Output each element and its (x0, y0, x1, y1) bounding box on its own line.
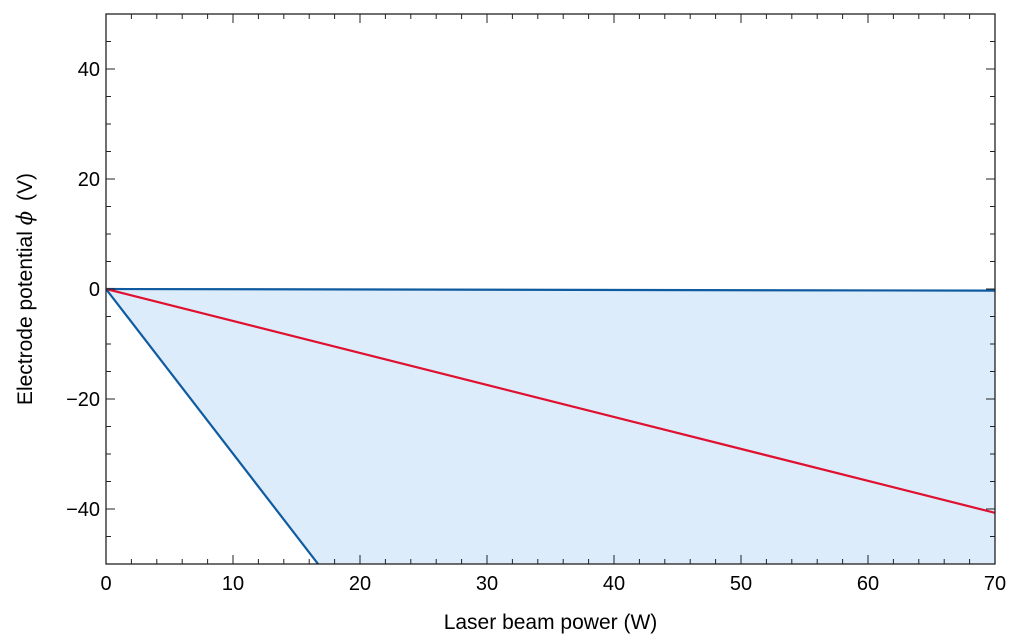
plot-area (106, 287, 995, 564)
y-axis-label: Electrode potential ϕ (V) (13, 173, 37, 405)
y-axis-label-symbol: ϕ (13, 211, 37, 225)
x-tick-label: 10 (222, 573, 244, 595)
x-tick-label: 30 (476, 573, 498, 595)
x-tick-label: 40 (603, 573, 625, 595)
plot-frame (105, 13, 996, 565)
x-tick-label: 60 (857, 573, 879, 595)
series-line-upper-bound (106, 287, 995, 292)
y-tick-label: 0 (89, 279, 100, 301)
y-axis-ticks: −40 −20 0 20 40 (66, 13, 995, 565)
y-tick-label: −20 (66, 389, 100, 411)
x-axis-label: Laser beam power (W) (444, 611, 658, 634)
y-axis-label-text: Electrode potential (14, 225, 37, 405)
y-axis-label-unit: (V) (14, 173, 37, 201)
series-line-lower-bound (106, 288, 319, 564)
shaded-band (106, 289, 995, 564)
y-tick-label: 20 (78, 169, 100, 191)
series-line-middle (106, 287, 995, 514)
x-tick-label: 0 (100, 573, 111, 595)
x-tick-label: 50 (730, 573, 752, 595)
y-tick-label: 40 (78, 59, 100, 81)
x-tick-label: 20 (349, 573, 371, 595)
y-tick-label: −40 (66, 499, 100, 521)
plot-clip-group (106, 287, 995, 564)
x-tick-label: 70 (984, 573, 1006, 595)
